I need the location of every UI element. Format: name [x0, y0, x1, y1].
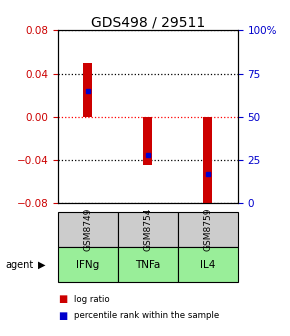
Text: ▶: ▶: [38, 260, 45, 269]
Text: percentile rank within the sample: percentile rank within the sample: [74, 311, 219, 320]
Text: IFNg: IFNg: [76, 260, 99, 269]
Text: GSM8754: GSM8754: [143, 208, 153, 251]
Text: GSM8749: GSM8749: [84, 208, 93, 251]
Bar: [84, 63, 93, 117]
Text: log ratio: log ratio: [74, 295, 110, 303]
Text: ■: ■: [58, 311, 67, 321]
Bar: [143, 117, 152, 165]
Text: ■: ■: [58, 294, 67, 304]
Title: GDS498 / 29511: GDS498 / 29511: [91, 15, 205, 29]
Bar: [203, 117, 212, 203]
Text: IL4: IL4: [200, 260, 215, 269]
Text: TNFa: TNFa: [135, 260, 161, 269]
Text: agent: agent: [6, 260, 34, 269]
Text: GSM8759: GSM8759: [203, 208, 212, 251]
